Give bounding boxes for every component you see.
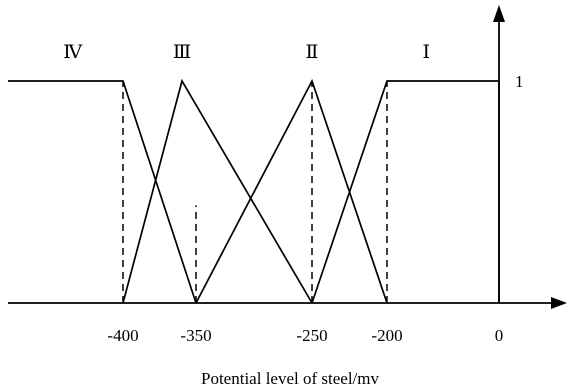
series-line-1 — [8, 80, 197, 304]
series-lines — [8, 78, 500, 304]
x-tick-label: 0 — [495, 326, 504, 345]
region-label: Ⅲ — [173, 42, 191, 63]
x-tick-label: -400 — [107, 326, 138, 345]
region-label: Ⅳ — [63, 42, 83, 63]
x-tick-label: -200 — [371, 326, 402, 345]
x-axis-label: Potential level of steel/mv — [201, 369, 379, 388]
axes — [8, 5, 567, 309]
y-tick-labels: 1 — [515, 72, 524, 91]
series-line-3 — [195, 78, 388, 304]
y-tick-label: 1 — [515, 72, 524, 91]
series-line-4 — [311, 80, 500, 304]
region-labels: Ⅳ Ⅲ Ⅱ Ⅰ — [63, 42, 430, 63]
y-axis-arrow — [493, 5, 505, 22]
series-line-2 — [122, 78, 313, 304]
region-label: Ⅱ — [306, 42, 319, 63]
dashed-verticals — [122, 81, 388, 303]
region-label: Ⅰ — [422, 42, 430, 63]
x-tick-label: -350 — [180, 326, 211, 345]
x-tick-label: -250 — [296, 326, 327, 345]
x-axis-arrow — [551, 297, 567, 309]
x-tick-labels: -400 -350 -250 -200 0 — [107, 326, 503, 345]
